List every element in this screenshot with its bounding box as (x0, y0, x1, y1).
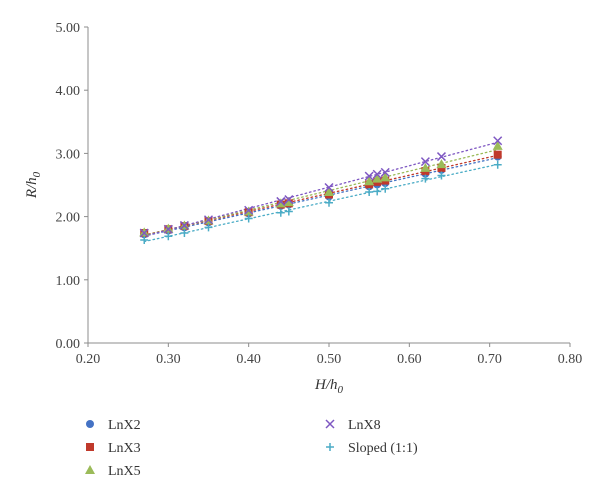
data-point-series-2 (364, 176, 375, 186)
data-point-series-3 (203, 215, 214, 225)
data-point-series-2 (324, 186, 334, 196)
data-point-series-3 (244, 205, 254, 215)
data-point-series-3 (493, 136, 503, 146)
data-point-series-3 (364, 171, 374, 181)
x-tick-label: 0.30 (156, 352, 181, 367)
legend: LnX2 LnX3 LnX5 LnX8 Sloped (1:1) (85, 418, 418, 479)
trendline-series-3 (143, 141, 499, 237)
y-tick-label: 0.00 (56, 337, 81, 352)
data-point-series-4 (244, 214, 253, 223)
data-point-series-3 (324, 182, 334, 193)
data-point-series-4 (373, 187, 382, 196)
data-point-series-2 (139, 227, 150, 237)
legend-marker-series-0 (86, 420, 94, 428)
data-point-series-3 (284, 195, 294, 205)
data-point-series-4 (325, 198, 333, 207)
data-point-series-2 (436, 159, 447, 169)
x-tick-label: 0.80 (558, 352, 583, 367)
data-point-series-2 (163, 223, 174, 233)
data-point-series-4 (204, 223, 213, 232)
data-point-series-3 (276, 196, 286, 206)
y-tick-label: 5.00 (56, 21, 81, 36)
legend-label-series-1: LnX3 (108, 441, 141, 456)
legend-marker-series-4 (326, 443, 334, 451)
data-point-series-2 (275, 198, 286, 208)
data-point-series-3 (179, 220, 189, 230)
data-point-series-3 (139, 228, 149, 238)
x-tick-label: 0.50 (317, 352, 342, 367)
data-point-series-4 (365, 187, 374, 196)
trendline-series-4 (143, 163, 499, 243)
data-point-series-2 (492, 140, 503, 150)
y-tick-label: 4.00 (56, 84, 81, 99)
y-tick-label: 1.00 (56, 274, 81, 289)
data-point-series-4 (164, 232, 173, 241)
data-point-series-3 (380, 167, 390, 177)
x-tick-label: 0.60 (397, 352, 422, 367)
y-axis-title-sub: 0 (31, 171, 43, 177)
x-axis-title-main: H/h (314, 377, 338, 393)
data-point-series-3 (372, 169, 382, 179)
data-point-series-4 (276, 208, 285, 217)
data-point-series-2 (380, 172, 391, 182)
data-point-series-3 (420, 157, 430, 167)
data-point-series-4 (493, 160, 502, 169)
chart-axes (87, 27, 570, 344)
data-point-series-4 (180, 229, 189, 238)
data-point-series-4 (140, 235, 149, 244)
data-point-series-4 (284, 207, 293, 216)
data-point-series-4 (381, 184, 390, 193)
y-axis-title: R/h0 (24, 171, 43, 199)
x-tick-label: 0.70 (477, 352, 502, 367)
x-axis-title: H/h0 (314, 377, 344, 396)
x-tick-label: 0.20 (76, 352, 101, 367)
data-point-series-4 (437, 171, 446, 180)
legend-marker-series-3 (325, 419, 335, 429)
trendlines (143, 141, 499, 243)
tick-labels: 0.00 1.00 2.00 3.00 4.00 5.00 0.20 0.30 0.40 0.50… (56, 21, 583, 367)
data-points (139, 136, 503, 244)
data-point-series-2 (420, 162, 431, 172)
y-axis-title-main: R/h (24, 177, 40, 199)
data-point-series-4 (421, 174, 430, 183)
data-point-series-2 (283, 197, 294, 207)
data-point-series-3 (436, 152, 446, 162)
legend-marker-series-1 (86, 443, 94, 451)
legend-label-series-0: LnX2 (108, 418, 141, 433)
legend-label-series-4: Sloped (1:1) (348, 441, 418, 456)
data-point-series-1 (493, 150, 502, 159)
data-point-series-2 (372, 173, 383, 183)
legend-label-series-3: LnX8 (348, 418, 381, 433)
data-point-series-3 (163, 224, 173, 234)
x-axis-title-sub: 0 (338, 384, 344, 396)
y-tick-label: 3.00 (56, 147, 81, 162)
y-tick-label: 2.00 (56, 211, 81, 226)
legend-label-series-2: LnX5 (108, 464, 141, 479)
x-tick-label: 0.40 (236, 352, 261, 367)
legend-marker-series-2 (85, 465, 95, 474)
